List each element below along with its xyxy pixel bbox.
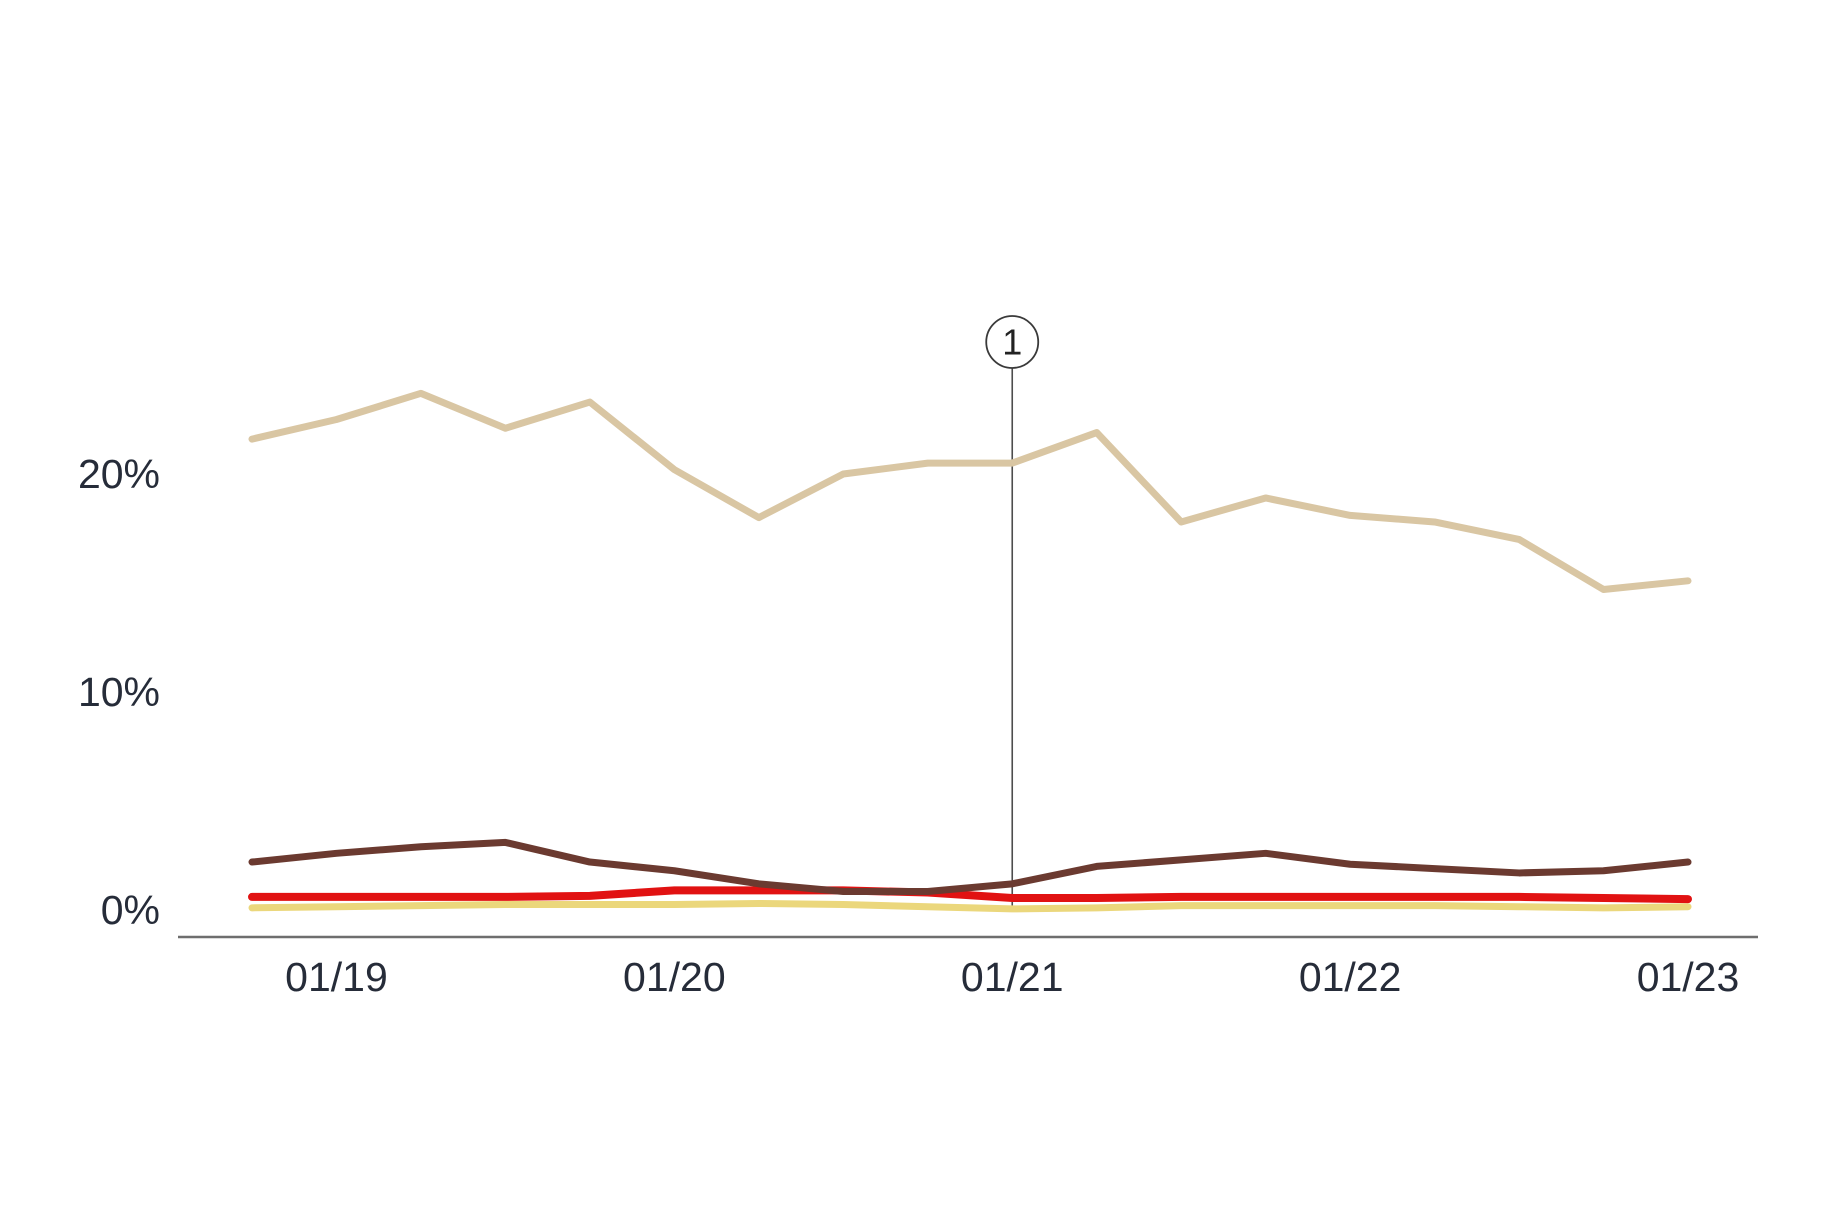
tick-label-layer: 20% 10% 0% 01/19 01/20 01/21 01/22 01/23	[78, 451, 1739, 1000]
x-tick-label: 01/20	[623, 954, 726, 1000]
y-tick-label: 20%	[78, 451, 160, 497]
annotation-marker-layer: 1	[985, 315, 1040, 369]
series-layer	[248, 389, 1692, 913]
series-line-tan	[248, 389, 1692, 594]
y-tick-label: 0%	[101, 887, 160, 933]
annotation-marker-label: 1	[1002, 322, 1022, 363]
x-tick-label: 01/19	[285, 954, 388, 1000]
series-line-red	[248, 886, 1692, 904]
x-tick-label: 01/22	[1299, 954, 1402, 1000]
y-tick-label: 10%	[78, 669, 160, 715]
series-line-yellow	[248, 899, 1692, 913]
series-line-dark-brown	[248, 838, 1692, 895]
annotation-marker-circle[interactable]	[985, 315, 1040, 369]
x-tick-label: 01/21	[961, 954, 1064, 1000]
x-tick-label: 01/23	[1637, 954, 1740, 1000]
